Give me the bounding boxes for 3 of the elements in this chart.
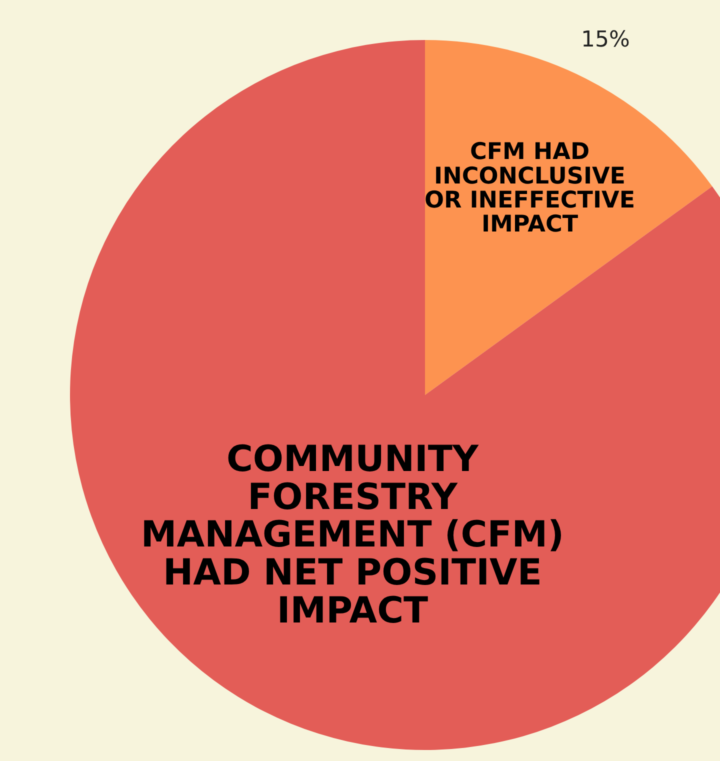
- slice-label: CFM HAD INCONCLUSIVE OR INEFFECTIVE IMPACT: [424, 139, 636, 238]
- data-label: 15%: [581, 27, 630, 52]
- slice-label: COMMUNITY FORESTRY MANAGEMENT (CFM) HAD NET POSITIVE IMPACT: [140, 439, 564, 632]
